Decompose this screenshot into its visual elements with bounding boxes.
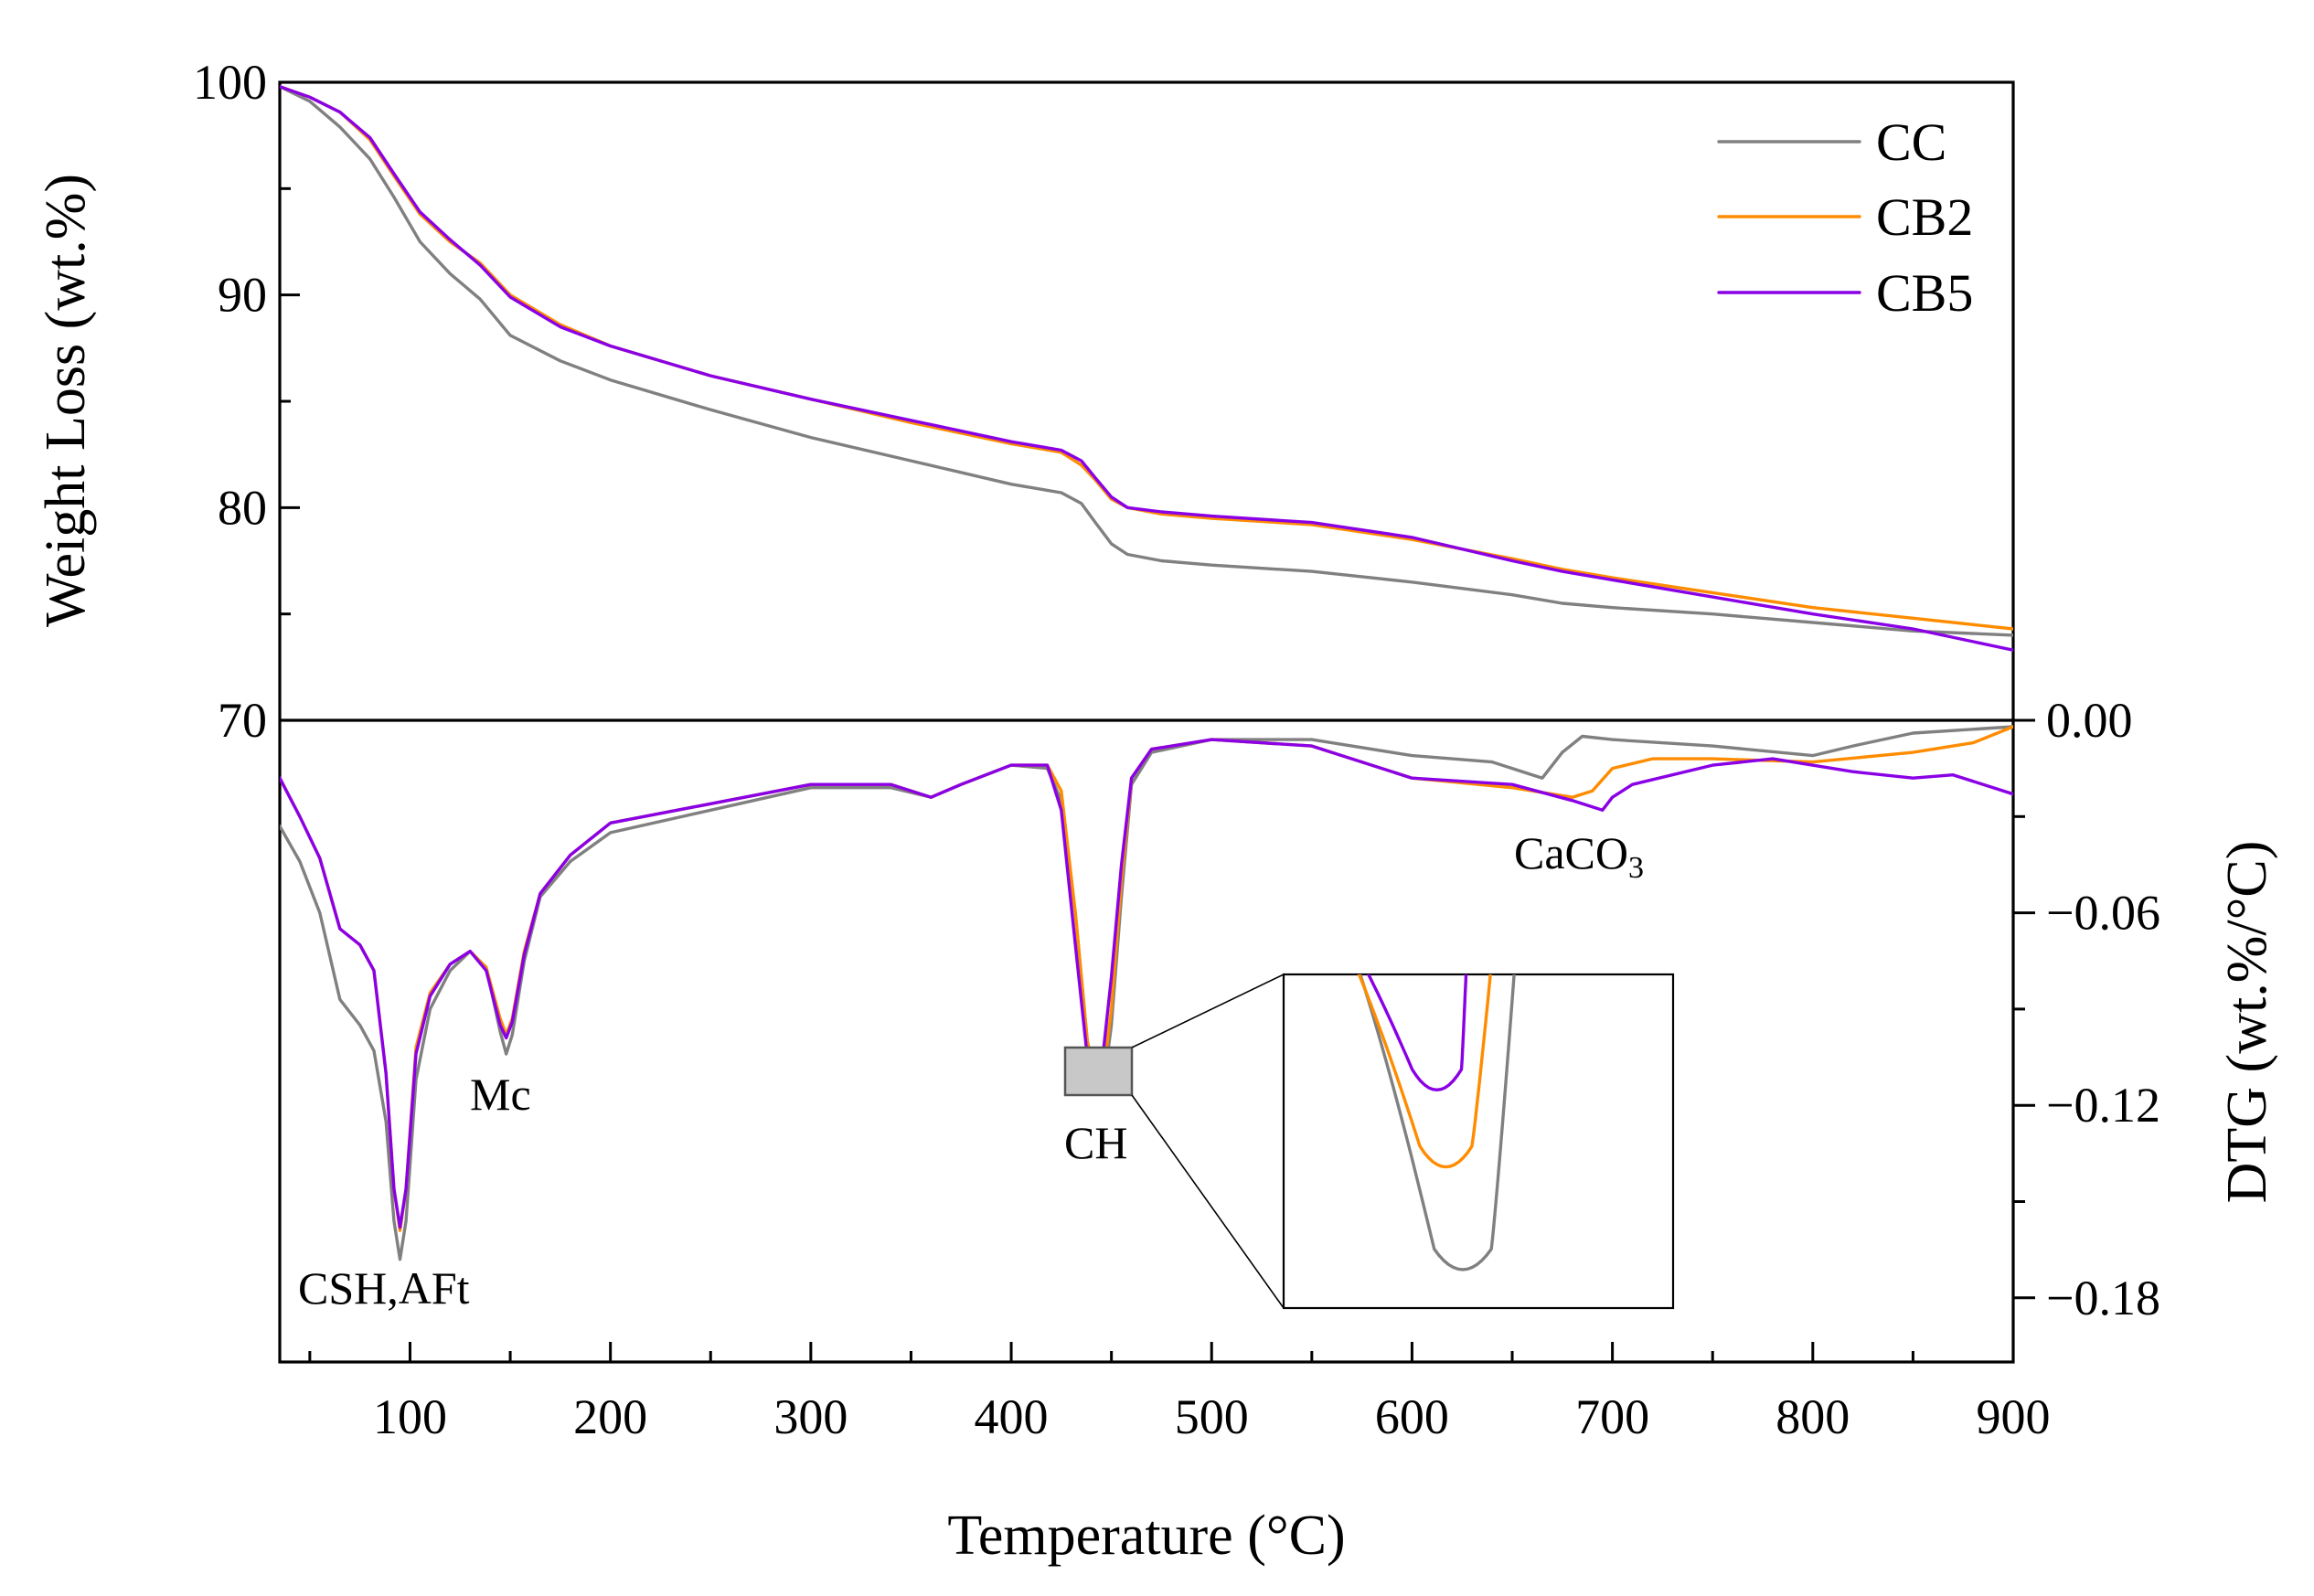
inset-line-cb2	[1357, 974, 1492, 1169]
zoom-region-box	[1063, 1046, 1134, 1097]
x-tick-label-400: 400	[975, 1389, 1049, 1444]
dtg-axis-title: DTG (wt.%/°C)	[2216, 841, 2278, 1204]
x-tick-label-500: 500	[1175, 1389, 1249, 1444]
tg-tick-label-70: 70	[218, 693, 267, 748]
caco3-base: CaCO	[1514, 827, 1628, 878]
dtg-line-cb2	[280, 725, 2013, 1232]
legend-label-cb2: CB2	[1876, 187, 1973, 247]
annotation-caco3: CaCO3	[1514, 827, 1644, 885]
tg-tick-label-90: 90	[218, 268, 267, 323]
x-tick-label-800: 800	[1775, 1389, 1850, 1444]
dtg-axis-ticks: 0.00 −0.06 −0.12 −0.18	[2013, 693, 2160, 1325]
dtg-tick-label-2: −0.12	[2046, 1078, 2160, 1133]
tg-line-cb2	[280, 84, 2013, 631]
dtg-tick-label-1: −0.06	[2046, 886, 2160, 941]
inset-line-cc	[1358, 974, 1516, 1271]
x-tick-label-100: 100	[373, 1389, 447, 1444]
x-tick-label-200: 200	[573, 1389, 647, 1444]
annotation-csh-aft: CSH,AFt	[298, 1262, 470, 1314]
legend-label-cb5: CB5	[1876, 263, 1973, 323]
tg-tick-label-100: 100	[193, 55, 267, 110]
zoom-connector-top	[1131, 974, 1285, 1048]
annotation-ch: CH	[1064, 1117, 1127, 1168]
plot-frame	[278, 80, 2015, 1364]
inset-series-layer	[1357, 974, 1516, 1271]
inset-frame	[1282, 973, 1675, 1310]
tg-axis-ticks: 70 80 90 100	[193, 55, 300, 748]
tg-axis-title: Weight Loss (wt.%)	[35, 174, 97, 627]
legend-label-cc: CC	[1876, 112, 1946, 172]
x-tick-label-900: 900	[1977, 1389, 2051, 1444]
x-tick-label-300: 300	[773, 1389, 848, 1444]
x-axis-title: Temperature (°C)	[947, 1505, 1345, 1567]
x-axis-ticks: 100 200 300 400 500 600 700 800 900	[308, 1342, 2051, 1444]
x-tick-label-600: 600	[1375, 1389, 1449, 1444]
inset-line-cb5	[1366, 974, 1468, 1092]
zoom-connector-bottom	[1131, 1094, 1285, 1309]
dtg-line-cb5	[280, 738, 2013, 1229]
x-tick-label-700: 700	[1575, 1389, 1649, 1444]
tg-tick-label-80: 80	[218, 480, 267, 535]
dtg-tick-label-3: −0.18	[2046, 1271, 2160, 1325]
dtg-line-cc	[280, 725, 2013, 1261]
dtg-tick-label-0: 0.00	[2046, 693, 2133, 748]
series-layer	[280, 84, 2013, 1261]
legend: CC CB2 CB5	[1717, 112, 1973, 323]
caco3-subscript: 3	[1628, 851, 1644, 885]
annotation-mc: Mc	[470, 1069, 531, 1120]
tg-line-cb5	[280, 84, 2013, 652]
tg-line-cc	[280, 84, 2013, 637]
